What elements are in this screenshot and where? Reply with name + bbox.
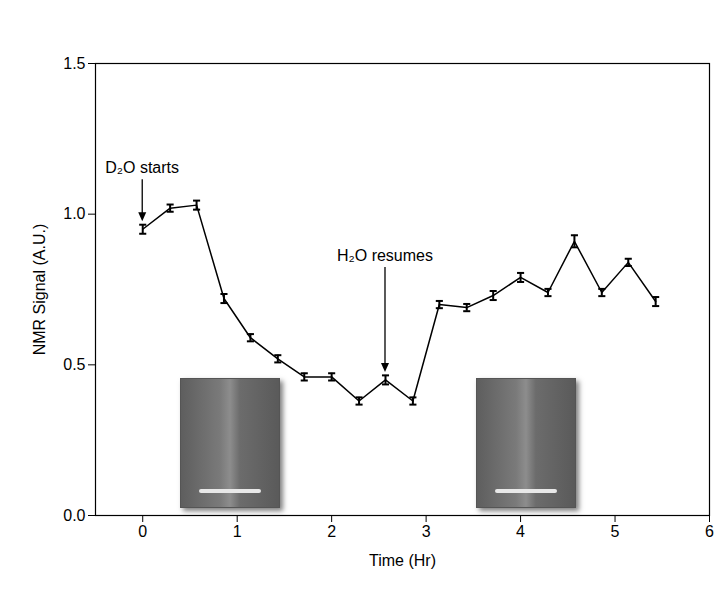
svg-text:3: 3 [422, 523, 431, 540]
svg-text:1: 1 [233, 523, 242, 540]
svg-text:NMR Signal (A.U.): NMR Signal (A.U.) [31, 224, 48, 356]
svg-text:Time (Hr): Time (Hr) [369, 552, 436, 569]
svg-text:H₂O resumes: H₂O resumes [337, 247, 433, 264]
svg-text:2: 2 [327, 523, 336, 540]
svg-text:6: 6 [705, 523, 714, 540]
svg-text:0.0: 0.0 [63, 507, 85, 524]
svg-text:1.5: 1.5 [63, 55, 85, 72]
svg-text:0: 0 [138, 523, 147, 540]
svg-text:D₂O starts: D₂O starts [105, 159, 179, 176]
svg-text:1.0: 1.0 [63, 205, 85, 222]
svg-text:0.5: 0.5 [63, 356, 85, 373]
svg-text:5: 5 [611, 523, 620, 540]
svg-text:4: 4 [516, 523, 525, 540]
